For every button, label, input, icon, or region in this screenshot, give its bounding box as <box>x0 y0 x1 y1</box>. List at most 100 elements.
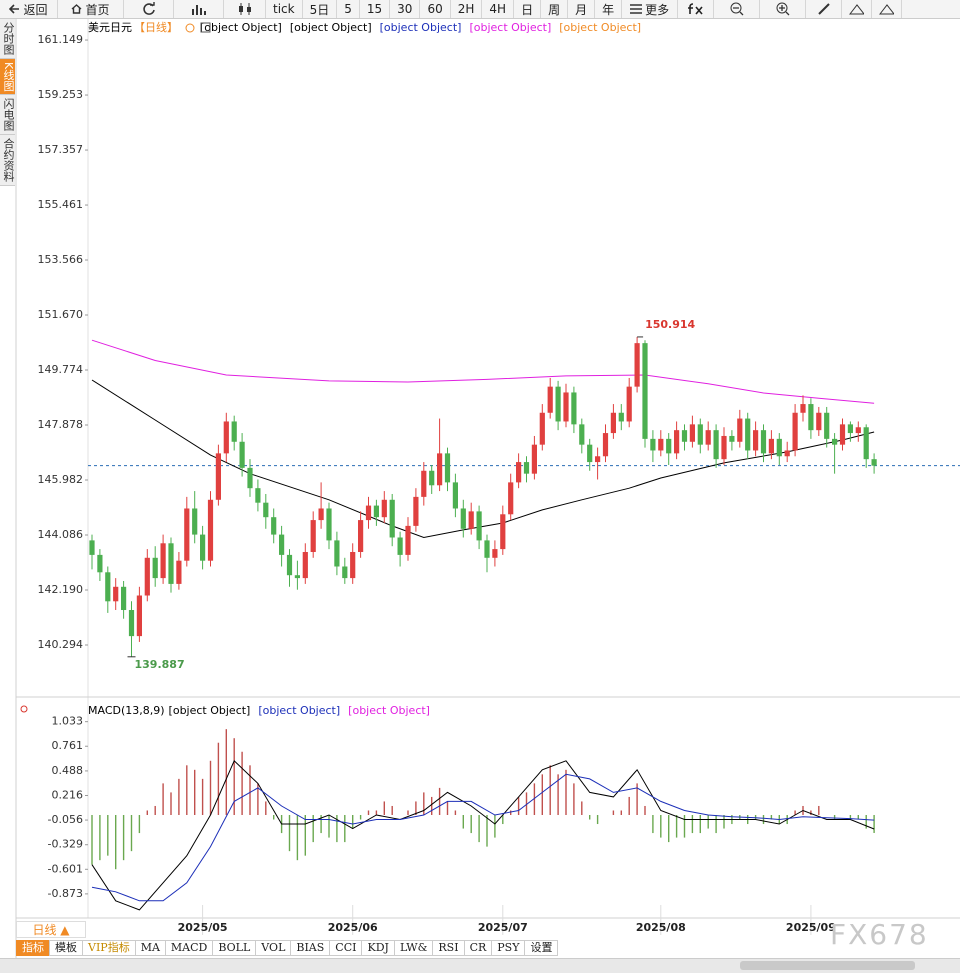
zoom-in-button[interactable] <box>760 0 807 18</box>
period-button[interactable]: 60 <box>420 0 451 18</box>
y-tick-label: 140.294 <box>38 638 84 651</box>
legend-entry: MACD(13,8,9) <box>88 704 165 717</box>
indicator-tab[interactable]: LW& <box>393 940 434 956</box>
line <box>91 339 875 404</box>
pen-icon <box>817 3 830 15</box>
high-label: 150.914 <box>645 318 695 331</box>
legend-entry: [object Object] <box>258 704 340 717</box>
candle-body <box>121 586 127 611</box>
candle-body <box>405 525 411 555</box>
candle-body <box>768 438 774 454</box>
period-button[interactable]: 周 <box>541 0 569 18</box>
indicator-tab[interactable]: 指标 <box>16 940 50 956</box>
indicator-tab[interactable]: PSY <box>491 940 526 956</box>
shape-button-2[interactable] <box>872 0 903 18</box>
more-button[interactable]: 更多 <box>622 0 679 18</box>
y-tick-label: 144.086 <box>38 528 84 541</box>
x-tick-label: 2025/06 <box>328 921 378 934</box>
y-tick-label: 145.982 <box>38 473 84 486</box>
candle-body <box>247 467 253 489</box>
side-tab[interactable]: K线图 <box>0 59 15 96</box>
candle-body <box>342 566 348 579</box>
indicator-tab[interactable]: VOL <box>255 940 292 956</box>
candle-body <box>792 412 798 451</box>
indicator-tab[interactable]: MA <box>134 940 166 956</box>
period-button[interactable]: 5 <box>337 0 360 18</box>
period-button[interactable]: 30 <box>390 0 421 18</box>
period-button[interactable]: tick <box>266 0 303 18</box>
candle-body <box>729 435 735 442</box>
more-label: 更多 <box>645 2 670 17</box>
triangle-icon-2 <box>879 4 895 15</box>
period-selector[interactable]: 日线 ▲ <box>16 921 86 938</box>
candle-body <box>468 511 474 529</box>
indicator-tab[interactable]: RSI <box>432 940 465 956</box>
period-button[interactable]: 日 <box>514 0 542 18</box>
indicator-tab[interactable]: KDJ <box>361 940 395 956</box>
side-tab[interactable]: 分时图 <box>0 19 15 59</box>
indicator-tab[interactable]: CCI <box>329 940 363 956</box>
period-button[interactable]: 年 <box>595 0 623 18</box>
formula-button[interactable] <box>678 0 715 18</box>
y-tick-label: 157.357 <box>38 143 84 156</box>
period-button[interactable]: 4H <box>482 0 515 18</box>
indicator-tab[interactable]: CR <box>463 940 493 956</box>
shape-button[interactable] <box>842 0 873 18</box>
legend-entry: [object Object] <box>469 21 551 34</box>
candle-body <box>745 418 751 451</box>
home-button[interactable]: 首页 <box>58 0 124 18</box>
period-button[interactable]: 月 <box>568 0 596 18</box>
y-tick-label: -0.873 <box>48 887 83 900</box>
back-button[interactable]: 返回 <box>0 0 58 18</box>
sidebar: 分时图 K线图 闪电图 合约资料 <box>0 19 15 187</box>
indicator-tab[interactable]: BOLL <box>212 940 257 956</box>
candle-body <box>713 430 719 460</box>
legend-entry: 【日线】 <box>134 20 178 34</box>
candle-body <box>263 502 269 518</box>
period-button[interactable]: 2H <box>451 0 483 18</box>
period-button[interactable]: 15 <box>360 0 391 18</box>
home-icon <box>72 4 82 14</box>
candle-body <box>658 438 664 451</box>
candle-body <box>144 557 150 596</box>
candle-body <box>689 424 695 442</box>
candle-body <box>626 386 632 422</box>
zoom-out-button[interactable] <box>714 0 761 18</box>
candle-body <box>634 343 640 387</box>
bars-icon <box>191 5 206 15</box>
candle-body <box>602 433 609 457</box>
chart-button[interactable] <box>174 0 224 18</box>
indicator-tab[interactable]: 模板 <box>49 940 83 956</box>
y-tick-label: 1.033 <box>52 715 84 728</box>
candle-body <box>610 412 616 434</box>
candle-body <box>871 459 877 466</box>
scrollbar <box>0 958 960 973</box>
side-tab[interactable]: 闪电图 <box>0 95 15 136</box>
y-tick-label: 159.253 <box>38 88 84 101</box>
candle-body <box>531 444 537 474</box>
pane-icon <box>20 705 28 713</box>
draw-button[interactable] <box>806 0 843 18</box>
indicator-tab[interactable]: MACD <box>164 940 214 956</box>
indicator-tab[interactable]: BIAS <box>290 940 331 956</box>
candle-body <box>358 520 364 552</box>
candle-body <box>160 543 166 579</box>
refresh-button[interactable] <box>124 0 174 18</box>
candle-body <box>334 540 340 567</box>
indicator-tab[interactable]: VIP指标 <box>82 940 136 956</box>
candle-body <box>318 508 324 521</box>
period-button[interactable]: 5日 <box>303 0 338 18</box>
y-tick-label: 142.190 <box>38 583 84 596</box>
scroll-thumb[interactable] <box>740 961 915 970</box>
candle-body <box>863 427 869 460</box>
side-tab[interactable]: 合约资料 <box>0 135 15 187</box>
indicator-tab[interactable]: 设置 <box>524 940 559 956</box>
candle-body <box>697 424 703 445</box>
candle-body <box>674 430 680 454</box>
candle-body <box>721 435 727 460</box>
candle-body <box>97 554 103 573</box>
candle-body <box>642 343 648 439</box>
candle-body <box>579 424 585 445</box>
candle-button[interactable] <box>224 0 266 18</box>
refresh-icon <box>142 2 155 15</box>
